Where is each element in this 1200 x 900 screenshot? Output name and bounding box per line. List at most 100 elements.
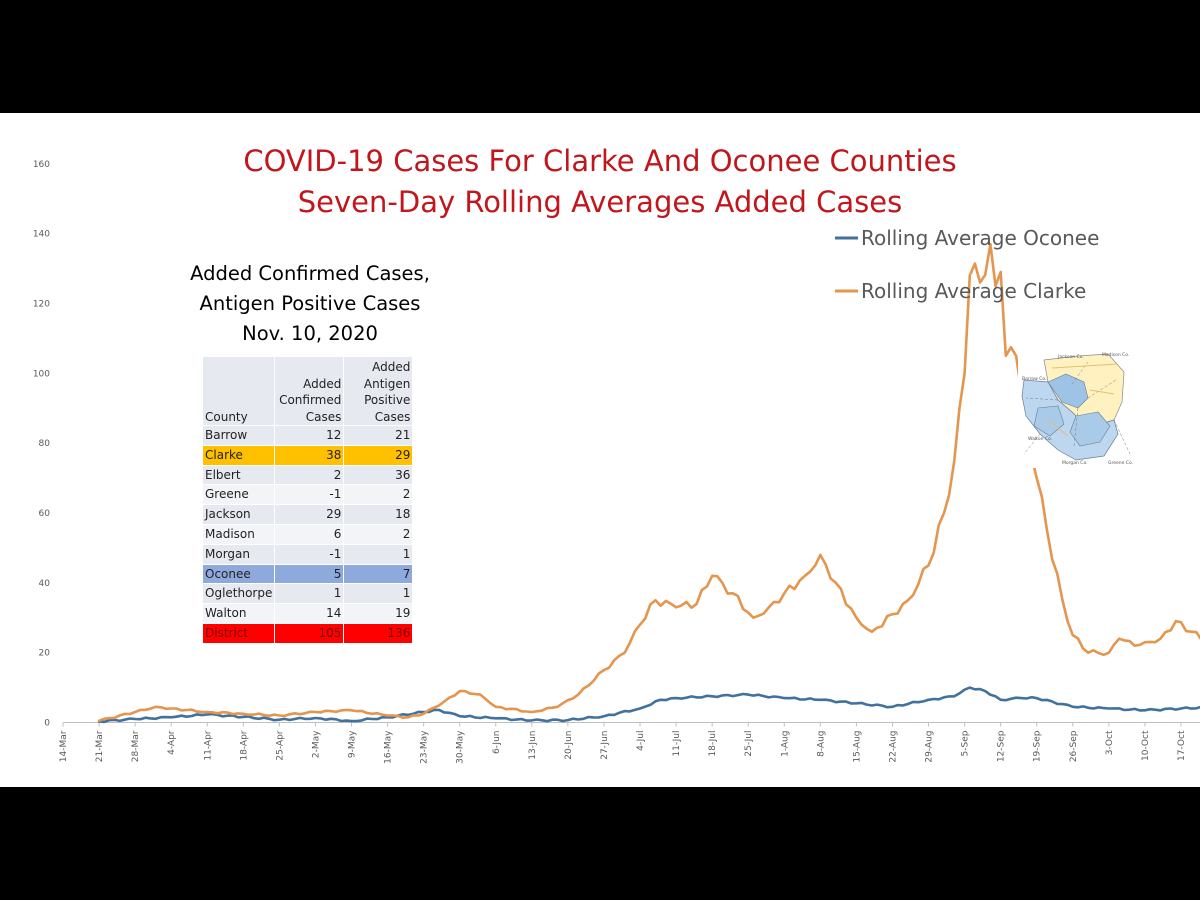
- table-row: Greene -1 2: [203, 484, 414, 506]
- x-axis: 14-Mar 21-Mar 28-Mar 4-Apr 11-Apr 18-Apr 25-Ap…: [59, 722, 1200, 764]
- x-tick-label: 29-Aug: [925, 731, 935, 763]
- cell-county: Oconee: [203, 564, 276, 585]
- header-confirmed-line-1: Added: [303, 376, 342, 391]
- header-antigen-line-4: Cases: [374, 409, 411, 424]
- table-row: Jackson 29 18: [203, 504, 414, 525]
- header-county: County: [203, 357, 276, 426]
- map-label: Walton Co.: [1028, 436, 1052, 442]
- table-row: Clarke 38 29: [203, 445, 414, 466]
- legend-label: Rolling Average Oconee: [861, 226, 1099, 250]
- x-tick-label: 26-Sep: [1069, 730, 1079, 762]
- cell-antigen: 21: [343, 425, 414, 446]
- x-tick-label: 13-Jun: [528, 731, 538, 760]
- line-chart: 0 20 40 60 80 100 120 140 160 14-Mar 21-Mar 28-Mar…: [33, 160, 1200, 764]
- cell-antigen: 2: [343, 524, 414, 545]
- cell-confirmed: 38: [274, 445, 345, 466]
- table-caption: Added Confirmed Cases, Antigen Positive …: [170, 259, 450, 349]
- cell-county: Barrow: [203, 425, 276, 446]
- x-tick-label: 11-Jul: [672, 731, 682, 757]
- cell-county: Oglethorpe: [203, 583, 276, 605]
- x-tick-label: 25-Apr: [275, 730, 285, 760]
- cell-antigen: 1: [343, 544, 414, 565]
- county-cases-table: County Added Confirmed Cases Added Antig…: [203, 357, 414, 644]
- x-tick-label: 20-Jun: [564, 731, 574, 760]
- x-tick-label: 15-Aug: [852, 731, 862, 763]
- cell-confirmed: 5: [274, 564, 345, 585]
- map-labels: Jackson Co. Madison Co. Barrow Co. Walton C…: [1022, 352, 1133, 466]
- x-tick-label: 27-Jun: [600, 731, 610, 760]
- table-caption-line-1: Added Confirmed Cases,: [190, 262, 430, 285]
- header-confirmed-line-2: Confirmed: [279, 393, 342, 407]
- y-tick-label: 60: [39, 509, 51, 519]
- map-label: Madison Co.: [1102, 352, 1129, 358]
- table-caption-line-2: Antigen Positive Cases: [199, 292, 421, 315]
- cell-confirmed: 2: [274, 465, 345, 486]
- x-tick-label: 23-May: [420, 730, 430, 764]
- table-body: Barrow 12 21 Clarke 38 29 Elbert 2 36 Greene -1 2 Ja…: [203, 425, 414, 644]
- x-tick-label: 30-May: [456, 730, 466, 764]
- header-confirmed-line-3: Cases: [305, 409, 342, 424]
- y-tick-label: 120: [33, 299, 50, 309]
- series-group: [97, 242, 1200, 724]
- x-tick-label: 10-Oct: [1141, 730, 1151, 761]
- x-tick-label: 4-Jul: [636, 731, 646, 751]
- x-tick-label: 8-Aug: [816, 731, 826, 757]
- header-confirmed: Added Confirmed Cases: [274, 357, 345, 426]
- chart-title-line-1: COVID-19 Cases For Clarke And Oconee Cou…: [243, 144, 957, 178]
- header-antigen-line-1: Added: [372, 360, 411, 374]
- cell-antigen: 1: [343, 583, 414, 605]
- table-caption-line-3: Nov. 10, 2020: [242, 322, 378, 345]
- series-line-oconee: [97, 686, 1200, 724]
- slide: 0 20 40 60 80 100 120 140 160 14-Mar 21-Mar 28-Mar…: [0, 113, 1200, 787]
- x-tick-label: 1-Aug: [780, 731, 790, 757]
- header-county-text: County: [205, 409, 248, 424]
- header-antigen-line-3: Positive: [364, 393, 411, 407]
- x-tick-label: 19-Sep: [1033, 730, 1043, 762]
- legend: Rolling Average Oconee Rolling Average Cl…: [835, 226, 1099, 303]
- chart-title: COVID-19 Cases For Clarke And Oconee Cou…: [0, 141, 1200, 223]
- table-row: Morgan -1 1: [203, 544, 414, 565]
- district-map-icon: Jackson Co. Madison Co. Barrow Co. Walton C…: [1018, 350, 1134, 468]
- legend-label: Rolling Average Clarke: [861, 279, 1086, 303]
- cell-antigen: 36: [343, 465, 414, 486]
- header-antigen: Added Antigen Positive Cases: [343, 357, 414, 426]
- map-label: Barrow Co.: [1022, 376, 1046, 382]
- table-header-row: County Added Confirmed Cases Added Antig…: [203, 357, 414, 426]
- cell-antigen: 19: [343, 603, 414, 624]
- y-axis: 0 20 40 60 80 100 120 140 160: [33, 160, 50, 729]
- x-tick-label: 17-Oct: [1177, 730, 1187, 761]
- table-row: Oconee 5 7: [203, 564, 414, 585]
- map-label: Greene Co.: [1108, 460, 1133, 466]
- cell-confirmed: 6: [274, 524, 345, 545]
- chart-title-line-2: Seven-Day Rolling Averages Added Cases: [297, 185, 903, 219]
- x-tick-label: 25-Jul: [744, 731, 754, 757]
- x-tick-label: 3-Oct: [1105, 730, 1115, 755]
- cell-confirmed: 14: [274, 603, 345, 624]
- y-tick-label: 140: [33, 230, 50, 240]
- cell-county: District: [203, 623, 276, 644]
- x-tick-label: 22-Aug: [888, 731, 898, 763]
- cell-antigen: 18: [343, 504, 414, 525]
- x-tick-label: 6-Jun: [492, 731, 502, 755]
- cell-antigen: 29: [343, 445, 414, 466]
- x-tick-label: 28-Mar: [131, 730, 141, 762]
- table-row: District 105 136: [203, 623, 414, 644]
- x-tick-label: 9-May: [348, 730, 358, 758]
- x-tick-label: 2-May: [311, 730, 321, 758]
- table-row: Walton 14 19: [203, 603, 414, 624]
- x-tick-label: 18-Jul: [708, 731, 718, 757]
- cell-county: Walton: [203, 603, 276, 624]
- x-tick-label: 21-Mar: [95, 730, 105, 762]
- cell-county: Elbert: [203, 465, 276, 486]
- cell-confirmed: 1: [274, 583, 345, 605]
- cell-confirmed: -1: [274, 544, 345, 565]
- y-tick-label: 0: [44, 719, 50, 729]
- header-antigen-line-2: Antigen: [363, 376, 411, 391]
- x-tick-label: 16-May: [384, 730, 394, 764]
- series-line-clarke: [97, 242, 1200, 723]
- x-tick-label: 18-Apr: [239, 730, 249, 760]
- map-label: Jackson Co.: [1057, 354, 1084, 360]
- cell-confirmed: 12: [274, 425, 345, 446]
- y-tick-label: 80: [39, 439, 51, 449]
- table-row: Madison 6 2: [203, 524, 414, 545]
